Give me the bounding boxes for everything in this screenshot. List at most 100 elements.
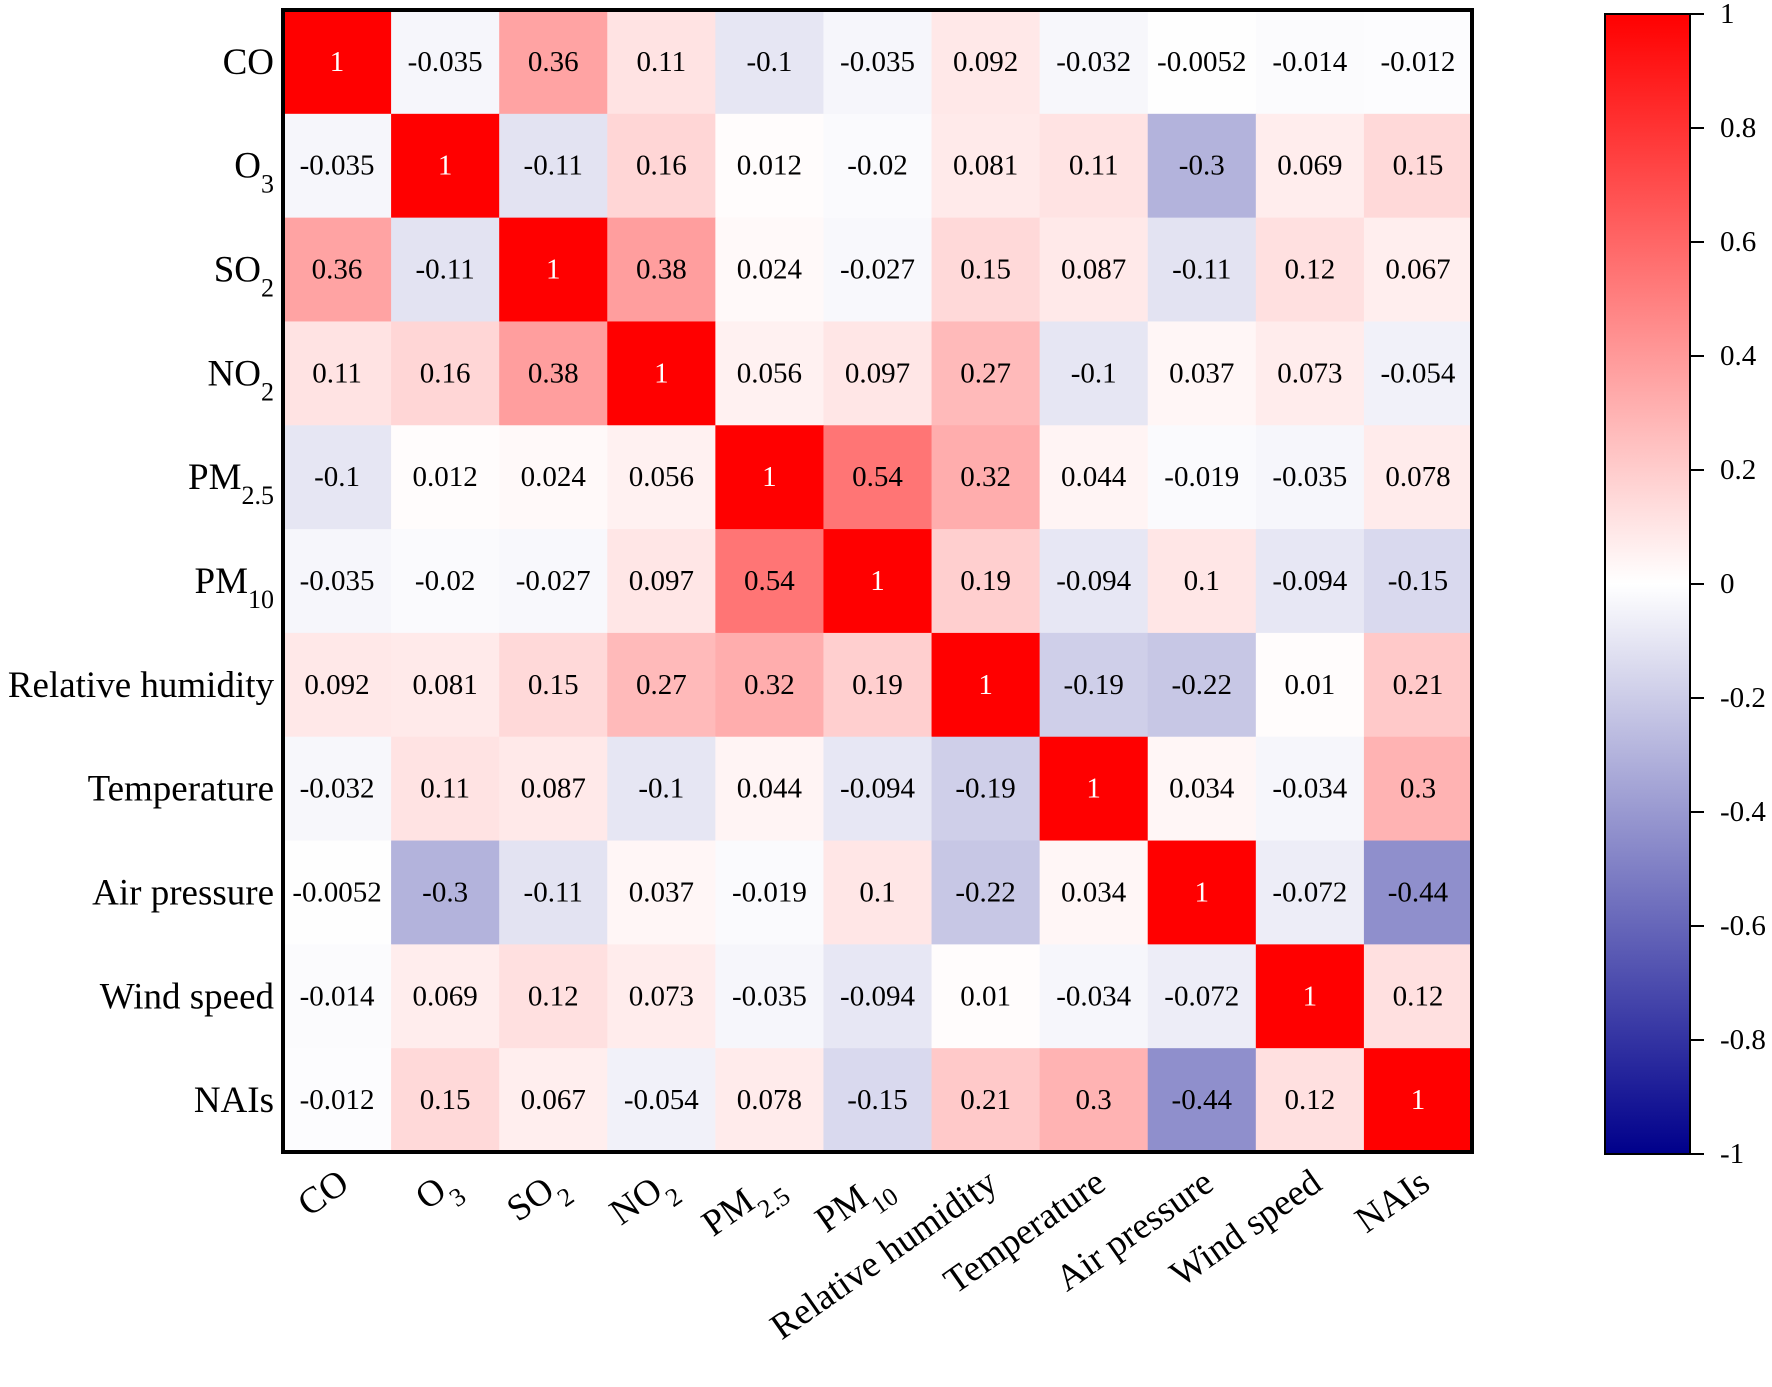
row-labels: CO O3 SO2 NO2 PM2.5 PM10 Relative humidity Temp… (8, 42, 275, 1121)
heatmap-cell (1039, 736, 1149, 842)
heatmap-cell (391, 1048, 500, 1153)
cell-value-label: -0.094 (840, 773, 915, 805)
heatmap-cell (391, 944, 500, 1049)
cell-value-label: 0.067 (1385, 254, 1450, 286)
heatmap-cell (1039, 321, 1149, 426)
heatmap-cell (715, 632, 825, 738)
cell-value-label: 1 (1411, 1084, 1426, 1116)
column-label: PM2.5 (695, 1162, 796, 1254)
heatmap-cell (823, 113, 933, 219)
cell-value-label: -0.032 (1056, 46, 1131, 78)
cell-value-label: -0.19 (955, 773, 1015, 805)
cell-value-label: -0.019 (732, 876, 807, 908)
cell-value-label: 0.056 (629, 461, 694, 493)
heatmap-cell (931, 10, 1041, 115)
heatmap-cell (499, 736, 608, 842)
cell-value-label: -0.1 (638, 773, 684, 805)
heatmap-cell (1363, 217, 1473, 323)
cell-value-label: 0.38 (636, 254, 687, 286)
colorbar-tick-label: 0.2 (1720, 454, 1756, 486)
cell-value-label: -0.11 (524, 150, 583, 182)
heatmap-cell (1255, 840, 1365, 945)
cell-value-label: -0.0052 (292, 876, 381, 908)
heatmap-cell (715, 944, 825, 1049)
colorbar-tick-label: -0.6 (1720, 910, 1766, 942)
heatmap-cell (283, 632, 392, 738)
cell-value-label: 0.037 (629, 876, 694, 908)
row-label: Temperature (88, 769, 274, 810)
heatmap-cell (1147, 840, 1257, 945)
cell-value-label: -0.11 (415, 254, 474, 286)
colorbar-tick-label: -0.4 (1720, 796, 1766, 828)
heatmap-cell (1255, 113, 1365, 219)
heatmap-cell (607, 840, 716, 945)
cell-value-label: -0.3 (1179, 150, 1225, 182)
heatmap-cell (1039, 840, 1149, 945)
heatmap-cell (499, 944, 608, 1049)
cell-value-label: -0.02 (415, 565, 475, 597)
heatmap-cell (283, 425, 392, 530)
cell-value-label: -0.035 (732, 980, 807, 1012)
heatmap-cell (1255, 736, 1365, 842)
cell-value-label: 0.15 (1393, 150, 1444, 182)
cell-value-label: -0.094 (1272, 565, 1347, 597)
cell-value-label: 0.16 (636, 150, 687, 182)
cell-value-label: 0.38 (528, 357, 579, 389)
cell-value-label: -0.15 (847, 1084, 907, 1116)
heatmap-cell (1147, 944, 1257, 1049)
heatmap-cell (283, 10, 392, 115)
cell-value-label: 0.11 (420, 773, 470, 805)
cell-value-label: 0.081 (953, 150, 1018, 182)
colorbar-tick-label: 0.8 (1720, 112, 1756, 144)
heatmap-cell (1255, 529, 1365, 634)
row-label: Relative humidity (8, 665, 275, 706)
colorbar-tick-label: 0.6 (1720, 226, 1756, 258)
cell-value-label: 0.16 (420, 357, 471, 389)
heatmap-cell (607, 944, 716, 1049)
cell-value-label: -0.014 (300, 980, 375, 1012)
cell-value-label: 0.087 (1061, 254, 1126, 286)
heatmap-cell (607, 321, 716, 426)
heatmap-cell (607, 217, 716, 323)
heatmap-cell (1039, 113, 1149, 219)
heatmap-cell (715, 840, 825, 945)
heatmap-cell (283, 529, 392, 634)
cell-value-label: -0.027 (840, 254, 915, 286)
cell-value-label: 0.15 (420, 1084, 471, 1116)
heatmap-cell (1039, 632, 1149, 738)
cell-value-label: 0.19 (960, 565, 1011, 597)
cell-value-label: -0.034 (1272, 773, 1347, 805)
cell-value-label: 0.1 (1184, 565, 1220, 597)
cell-value-label: 0.3 (1076, 1084, 1112, 1116)
heatmap-cell (1363, 632, 1473, 738)
heatmap-cell (823, 529, 933, 634)
heatmap-cell (1363, 840, 1473, 945)
heatmap-cell (499, 529, 608, 634)
colorbar-tick-label: 1 (1720, 0, 1735, 30)
heatmap-cell (715, 529, 825, 634)
cell-value-label: -0.019 (1164, 461, 1239, 493)
heatmap-cell (1363, 321, 1473, 426)
cell-value-label: 0.27 (960, 357, 1011, 389)
colorbar-tick-label: -0.2 (1720, 682, 1766, 714)
heatmap-cell (823, 632, 933, 738)
cell-value-label: 0.034 (1061, 876, 1127, 908)
heatmap-cell (283, 840, 392, 945)
cell-value-label: 0.12 (1393, 980, 1444, 1012)
heatmap-cell (823, 736, 933, 842)
heatmap-cell (931, 840, 1041, 945)
colorbar-gradient (1604, 13, 1691, 1155)
heatmap-cell (1039, 425, 1149, 530)
colorbar-tick-label: -0.8 (1720, 1024, 1766, 1056)
cell-value-label: 0.067 (521, 1084, 586, 1116)
heatmap-cell (931, 944, 1041, 1049)
cell-value-label: -0.035 (300, 150, 375, 182)
column-label: CO (291, 1162, 357, 1225)
cell-value-label: -0.032 (300, 773, 375, 805)
cell-value-label: 0.12 (528, 980, 579, 1012)
cell-value-label: -0.094 (1056, 565, 1131, 597)
cell-value-label: 1 (1195, 876, 1210, 908)
row-label: CO (223, 42, 274, 83)
heatmap-cell (391, 425, 500, 530)
cell-value-label: -0.072 (1272, 876, 1347, 908)
